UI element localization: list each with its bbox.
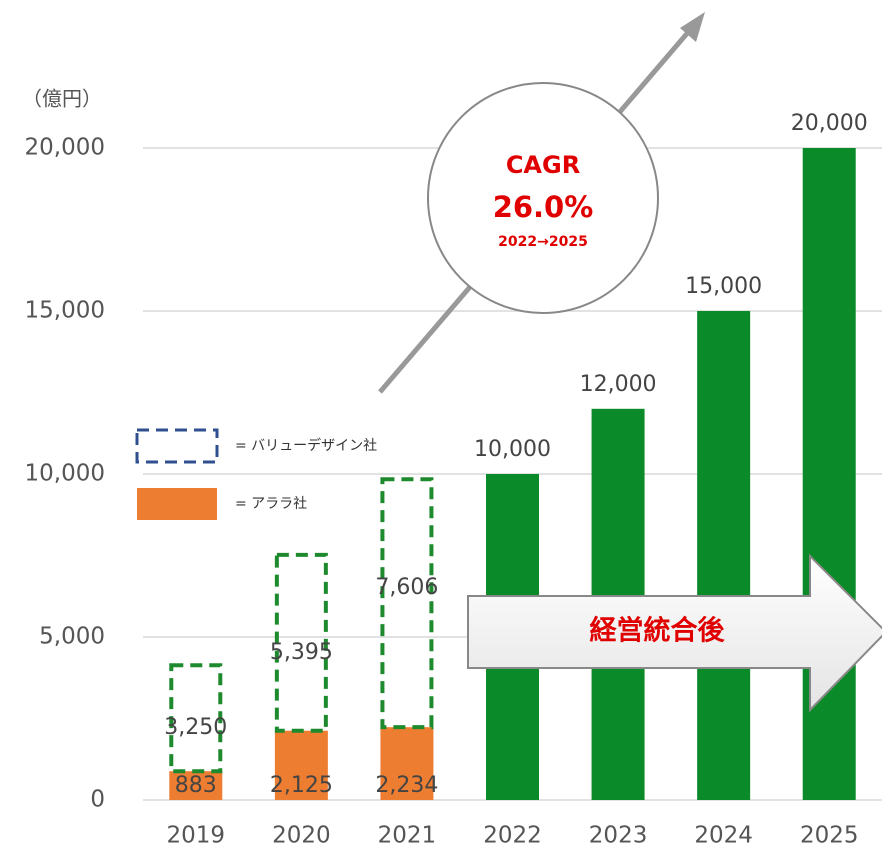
x-tick-label: 2019 [167,823,226,849]
x-tick-label: 2022 [483,823,542,849]
y-tick-label: 15,000 [25,298,105,324]
legend-swatch [137,488,217,520]
bar-segment [380,477,434,730]
data-label: 7,606 [375,575,438,600]
data-label: 20,000 [791,111,868,136]
legend-label: = アララ社 [235,496,307,512]
bar-segment [169,771,223,800]
data-label: 15,000 [685,274,762,299]
y-axis-label: （億円） [22,87,102,111]
y-tick-label: 0 [90,787,105,813]
y-tick-label: 20,000 [25,135,105,161]
legend-label: = バリューデザイン社 [235,437,377,454]
bar-segment [380,727,434,800]
growth-arrow-head [680,12,705,42]
bar-segment [274,730,328,800]
data-label: 2,234 [375,773,438,798]
x-tick-label: 2024 [694,823,753,849]
x-tick-label: 2023 [589,823,648,849]
x-tick-label: 2020 [272,823,331,849]
data-label: 12,000 [580,372,657,397]
cagr-circle [427,82,659,314]
legend: = バリューデザイン社 = アララ社 [135,428,377,520]
data-label: 10,000 [474,437,551,462]
legend-swatch [135,428,219,464]
merger-arrow [467,553,882,713]
x-tick-label: 2025 [800,823,859,849]
cagr-title: CAGR [506,151,580,179]
bar-segment [274,552,328,733]
bar-segment [169,663,223,774]
bar-segment [697,311,751,800]
merger-label: 経営統合後 [590,615,726,647]
y-tick-label: 5,000 [39,624,105,650]
cagr-period: 2022→2025 [498,234,588,250]
data-label: 883 [175,773,217,798]
cagr-value: 26.0% [493,190,594,224]
data-label: 3,250 [164,715,227,740]
data-label: 5,395 [270,640,333,665]
y-tick-label: 10,000 [25,461,105,487]
x-tick-label: 2021 [378,823,437,849]
data-label: 2,125 [270,773,333,798]
